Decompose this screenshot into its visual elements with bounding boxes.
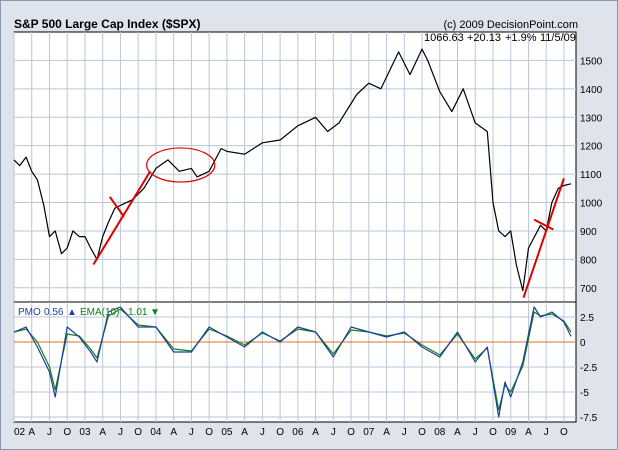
trendline-annotation <box>108 196 125 218</box>
price-y-tick-label: 1300 <box>580 113 603 124</box>
price-y-tick-label: 1400 <box>580 85 603 96</box>
pmo-y-tick-label: 2.5 <box>580 313 594 324</box>
x-tick-label: O <box>276 427 284 438</box>
ema-legend-value: 1.01 <box>128 307 148 318</box>
x-tick-label: J <box>544 427 549 438</box>
last-quote-change: +20.13 <box>467 32 501 44</box>
pmo-y-tick-label: -2.5 <box>580 363 598 374</box>
x-tick-label: J <box>331 427 336 438</box>
pmo-series-line <box>13 306 572 418</box>
chart-credit: (c) 2009 DecisionPoint.com <box>443 19 578 31</box>
price-y-tick-label: 800 <box>580 255 597 266</box>
x-tick-label: O <box>489 427 497 438</box>
x-tick-label: J <box>260 427 265 438</box>
price-panel <box>13 31 577 303</box>
x-tick-label: 06 <box>292 427 304 438</box>
trendline-annotation <box>92 170 152 266</box>
pmo-y-tick-label: 0 <box>580 338 586 349</box>
pmo-legend-label: PMO <box>18 307 41 318</box>
price-y-tick-label: 1500 <box>580 56 603 67</box>
last-quote-date: 11/5/09 <box>540 32 576 44</box>
price-y-tick-label: 700 <box>580 284 597 295</box>
x-tick-label: A <box>99 427 106 438</box>
last-quote-value: 1066.63 <box>424 32 464 44</box>
x-tick-label: J <box>118 427 123 438</box>
price-grid <box>13 32 576 302</box>
pmo-y-tick-label: -5 <box>580 388 589 399</box>
x-tick-label: 02 <box>14 427 26 438</box>
x-tick-label: O <box>134 427 142 438</box>
price-y-tick-label: 1200 <box>580 142 603 153</box>
x-tick-label: J <box>402 427 407 438</box>
price-y-tick-label: 1100 <box>580 170 602 181</box>
x-tick-label: O <box>418 427 426 438</box>
x-tick-label: 08 <box>434 427 446 438</box>
ema-legend-label: EMA(10) <box>80 307 119 318</box>
trendline-annotation <box>533 218 554 231</box>
x-tick-label: A <box>525 427 532 438</box>
x-axis: 02 A J O 03 A J O 04 A J O 05 A J O 06 A J O 07 A J O 08 A J O 09 A J O <box>14 427 568 438</box>
ema-legend-arrow-icon: ▼ <box>150 307 160 318</box>
pmo-grid <box>13 302 576 422</box>
x-tick-label: J <box>47 427 52 438</box>
x-tick-label: J <box>189 427 194 438</box>
x-tick-label: A <box>454 427 461 438</box>
x-tick-label: A <box>383 427 390 438</box>
x-tick-label: 09 <box>505 427 517 438</box>
price-annotations <box>92 147 565 299</box>
x-tick-label: 03 <box>79 427 91 438</box>
x-tick-label: O <box>63 427 71 438</box>
x-tick-label: A <box>312 427 319 438</box>
pmo-legend-value: 0.56 <box>44 307 64 318</box>
ellipse-annotation <box>146 147 216 183</box>
pmo-y-axis: 2.5 0 -2.5 -5 -7.5 <box>580 313 598 424</box>
pmo-panel <box>13 301 577 423</box>
price-series-line <box>13 48 572 292</box>
x-tick-label: O <box>560 427 568 438</box>
pmo-y-tick-label: -7.5 <box>580 413 598 424</box>
x-tick-label: A <box>241 427 248 438</box>
x-tick-label: J <box>473 427 478 438</box>
x-tick-label: O <box>347 427 355 438</box>
last-quote-pct: +1.9% <box>505 32 537 44</box>
trendline-annotation <box>522 178 565 299</box>
last-quote: 1066.63 +20.13 +1.9% 11/5/09 <box>424 32 576 44</box>
price-y-axis: 700 800 900 1000 1100 1200 1300 1400 1500 <box>580 56 603 294</box>
x-tick-label: 04 <box>150 427 162 438</box>
x-tick-label: 07 <box>363 427 375 438</box>
price-y-tick-label: 1000 <box>580 199 603 210</box>
x-tick-label: O <box>205 427 213 438</box>
chart-title: S&P 500 Large Cap Index ($SPX) <box>14 17 201 31</box>
pmo-series-group <box>13 306 572 418</box>
x-tick-label: A <box>28 427 35 438</box>
price-y-tick-label: 900 <box>580 227 597 238</box>
x-tick-label: A <box>170 427 177 438</box>
pmo-legend-arrow-icon: ▲ <box>67 307 77 318</box>
pmo-legend: PMO 0.56 ▲ EMA(10) 1.01 ▼ <box>18 307 160 318</box>
x-tick-label: 05 <box>221 427 233 438</box>
price-series-group <box>13 48 572 292</box>
